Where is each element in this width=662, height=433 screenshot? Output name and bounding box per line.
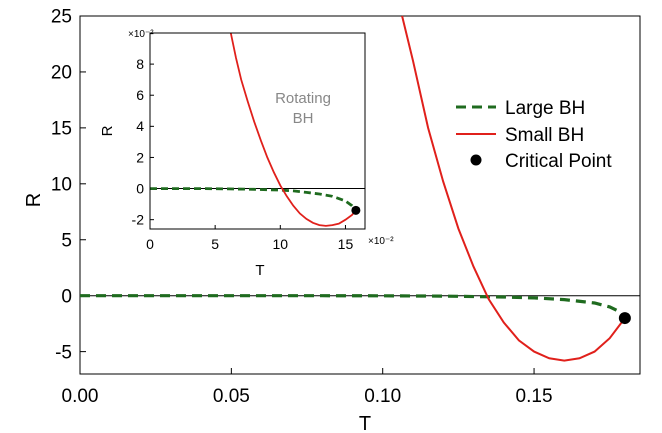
main-y-tick-label: 15 <box>51 119 72 140</box>
main-x-tick-label: 0.05 <box>213 386 250 407</box>
legend-label-critical-point: Critical Point <box>505 151 612 172</box>
inset-x-axis-label: T <box>255 262 264 279</box>
main-plot-frame <box>79 15 641 375</box>
inset-y-tick-label: 8 <box>136 56 144 72</box>
inset-y-tick-label: 4 <box>136 118 144 134</box>
main-x-axis-label: T <box>359 413 371 433</box>
legend-label-small-bh: Small BH <box>505 125 584 146</box>
main-x-ticks: 0.00 0.05 0.10 0.15 <box>62 368 553 407</box>
main-x-tick-label: 0.15 <box>516 386 553 407</box>
main-series-large-bh <box>80 294 627 320</box>
main-y-tick-label: 25 <box>51 7 72 28</box>
main-y-tick-label: -5 <box>55 342 72 363</box>
inset-y-tick-label: 2 <box>136 149 144 165</box>
inset-critical-point-marker <box>351 205 361 215</box>
inset-x-tick-label: 10 <box>273 236 289 252</box>
main-series-small-bh <box>401 15 626 362</box>
inset-y-tick-label: 6 <box>136 87 144 103</box>
main-y-tick-label: 5 <box>61 230 72 251</box>
main-x-tick-label: 0.10 <box>364 386 401 407</box>
legend: Large BH Small BH Critical Point <box>456 98 612 172</box>
inset-y-tick-label: 0 <box>136 180 144 196</box>
main-y-tick-label: 20 <box>51 63 72 84</box>
inset-annotation-line-2: BH <box>293 110 314 127</box>
legend-marker-critical-point <box>470 154 482 166</box>
inset-x-ticks: 0 5 10 15 <box>146 225 353 252</box>
main-y-axis-label: R <box>23 193 45 207</box>
main-x-tick-label: 0.00 <box>62 386 99 407</box>
inset-plot-frame <box>149 32 366 230</box>
inset-y-multiplier: ×10⁻² <box>128 29 154 40</box>
inset-x-tick-label: 15 <box>338 236 354 252</box>
inset-x-multiplier: ×10⁻² <box>368 236 394 247</box>
inset-series <box>150 32 361 227</box>
inset-x-tick-label: 0 <box>146 236 154 252</box>
main-y-ticks: -5 0 5 10 15 20 25 <box>51 7 86 363</box>
inset-x-tick-label: 5 <box>211 236 219 252</box>
inset-annotation-line-1: Rotating <box>275 90 331 107</box>
inset-y-tick-label: -2 <box>132 212 145 228</box>
main-series <box>80 15 631 362</box>
main-critical-point-marker <box>618 312 631 325</box>
inset-series-large-bh <box>150 187 357 212</box>
main-y-tick-label: 0 <box>61 286 72 307</box>
legend-label-large-bh: Large BH <box>505 98 585 119</box>
inset-y-axis-label: R <box>99 125 116 136</box>
main-y-tick-label: 10 <box>51 174 72 195</box>
inset-series-small-bh <box>229 32 357 227</box>
